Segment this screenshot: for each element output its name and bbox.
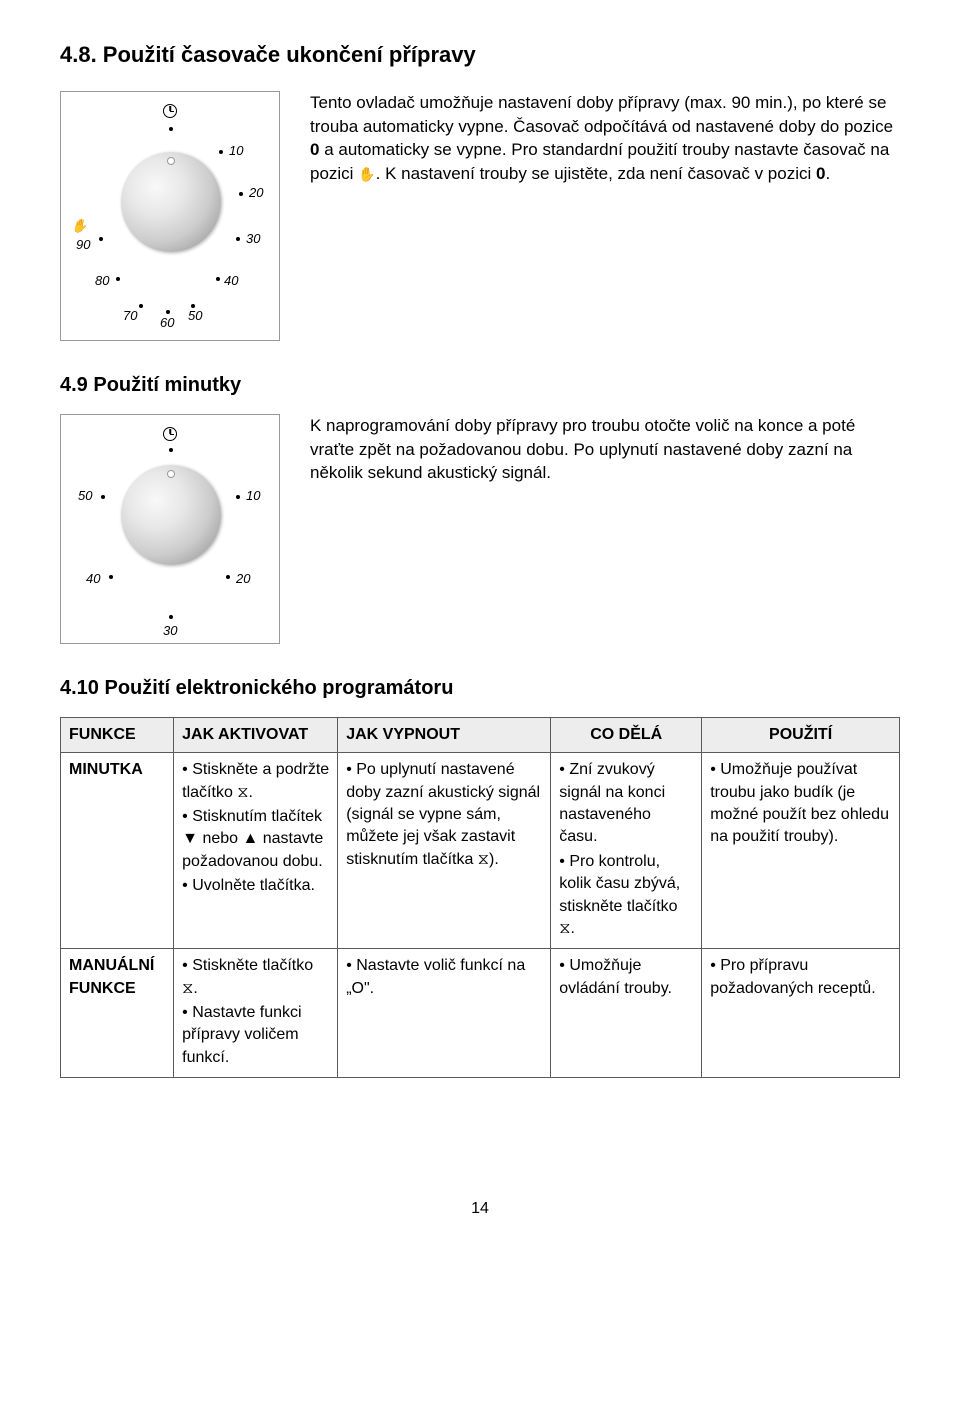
li: Nastavte funkci přípravy voličem funkcí. (182, 1002, 329, 1069)
table-row: MINUTKA Stiskněte a podržte tlačítko ⧖. … (61, 753, 900, 949)
cell-codela-0: Zní zvukový signál na konci nastaveného … (551, 753, 702, 949)
cell-funkce-0: MINUTKA (61, 753, 174, 949)
cell-pouziti-0: Umožňuje používat troubu jako budík (je … (702, 753, 900, 949)
mtick-40: 40 (86, 570, 100, 588)
li: Pro kontrolu, kolik času zbývá, stisknět… (559, 851, 693, 941)
table-header-row: FUNKCE JAK AKTIVOVAT JAK VYPNOUT CO DĚLÁ… (61, 717, 900, 752)
li: Umožňuje používat troubu jako budík (je … (710, 759, 891, 849)
hand-icon: ✋ (71, 217, 87, 235)
mtick-10: 10 (246, 487, 260, 505)
timer-dial-90: ✋ 10 20 30 40 50 60 70 80 90 (60, 91, 280, 341)
th-pouziti: POUŽITÍ (702, 717, 900, 752)
mtick-50: 50 (78, 487, 92, 505)
tick-40: 40 (224, 272, 238, 290)
tick-70: 70 (123, 307, 137, 325)
cell-vypnout-0: Po uplynutí nastavené doby zazní akustic… (338, 753, 551, 949)
th-vypnout: JAK VYPNOUT (338, 717, 551, 752)
tick-80: 80 (95, 272, 109, 290)
table-row: MANUÁLNÍ FUNKCE Stiskněte tlačítko ⧖. Na… (61, 949, 900, 1078)
tick-60: 60 (160, 314, 174, 332)
mtick-20: 20 (236, 570, 250, 588)
p48-d: . (825, 164, 830, 183)
p48-c: . K nastavení trouby se ujistěte, zda ne… (376, 164, 816, 183)
li: Stisknutím tlačítek ▼ nebo ▲ nastavte po… (182, 806, 329, 873)
clock-icon-2 (163, 427, 177, 441)
tick-20: 20 (249, 184, 263, 202)
dial-pointer (167, 157, 175, 165)
dial-knob-2 (121, 465, 221, 565)
cell-aktivovat-1: Stiskněte tlačítko ⧖. Nastavte funkci př… (174, 949, 338, 1078)
section-48-heading: 4.8. Použití časovače ukončení přípravy (60, 40, 900, 71)
section-49-row: 10 20 30 40 50 K naprogramování doby pří… (60, 414, 900, 644)
tick-50: 50 (188, 307, 202, 325)
section-49-heading: 4.9 Použití minutky (60, 371, 900, 399)
mtick-30: 30 (163, 622, 177, 640)
cell-aktivovat-0: Stiskněte a podržte tlačítko ⧖. Stisknut… (174, 753, 338, 949)
tick-30: 30 (246, 230, 260, 248)
hand-icon-inline: ✋ (358, 165, 375, 185)
li: Stiskněte tlačítko ⧖. (182, 955, 329, 1000)
cell-funkce-1: MANUÁLNÍ FUNKCE (61, 949, 174, 1078)
th-aktivovat: JAK AKTIVOVAT (174, 717, 338, 752)
section-48-row: ✋ 10 20 30 40 50 60 70 80 90 Tento ovlad… (60, 91, 900, 341)
li: Po uplynutí nastavené doby zazní akustic… (346, 759, 542, 871)
section-48-text: Tento ovladač umožňuje nastavení doby př… (310, 91, 900, 186)
cell-codela-1: Umožňuje ovládání trouby. (551, 949, 702, 1078)
cell-pouziti-1: Pro přípravu požadovaných receptů. (702, 949, 900, 1078)
li: Uvolněte tlačítka. (182, 875, 329, 897)
section-410-heading: 4.10 Použití elektronického programátoru (60, 674, 900, 702)
dial-knob (121, 152, 221, 252)
cell-vypnout-1: Nastavte volič funkcí na „O". (338, 949, 551, 1078)
li: Umožňuje ovládání trouby. (559, 955, 693, 1000)
th-funkce: FUNKCE (61, 717, 174, 752)
page-number: 14 (60, 1198, 900, 1220)
clock-icon (163, 104, 177, 118)
li: Zní zvukový signál na konci nastaveného … (559, 759, 693, 849)
tick-10: 10 (229, 142, 243, 160)
p48-a: Tento ovladač umožňuje nastavení doby př… (310, 93, 893, 136)
tick-90: 90 (76, 236, 90, 254)
programmer-table: FUNKCE JAK AKTIVOVAT JAK VYPNOUT CO DĚLÁ… (60, 717, 900, 1078)
li: Nastavte volič funkcí na „O". (346, 955, 542, 1000)
li: Pro přípravu požadovaných receptů. (710, 955, 891, 1000)
li: Stiskněte a podržte tlačítko ⧖. (182, 759, 329, 804)
dial-pointer-2 (167, 470, 175, 478)
th-codela: CO DĚLÁ (551, 717, 702, 752)
section-49-text: K naprogramování doby přípravy pro troub… (310, 414, 900, 485)
minute-dial-50: 10 20 30 40 50 (60, 414, 280, 644)
